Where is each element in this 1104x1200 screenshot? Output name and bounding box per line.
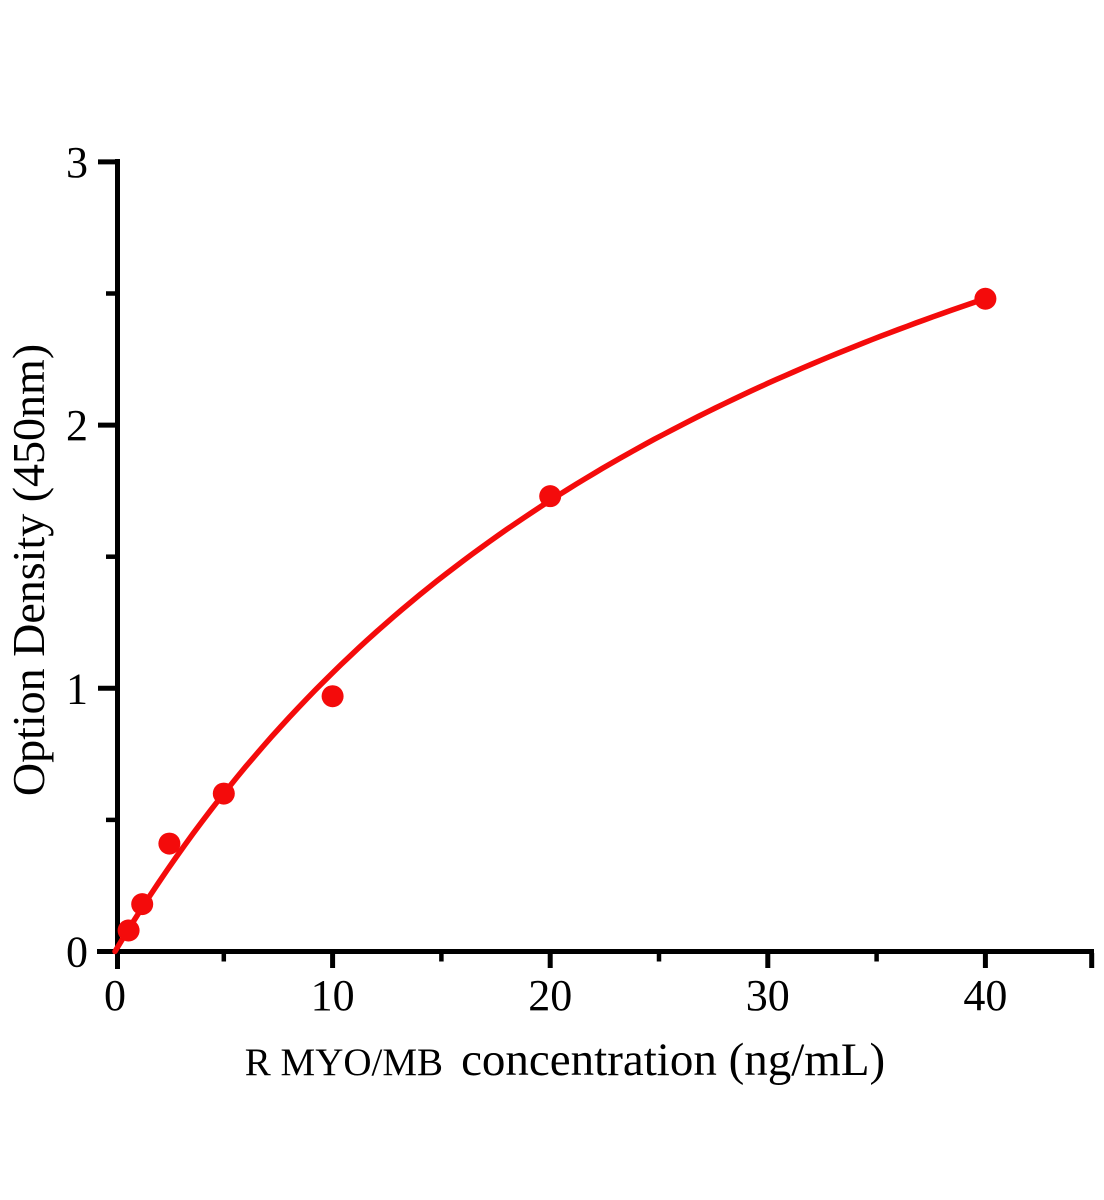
data-point <box>974 287 997 310</box>
data-point <box>158 832 181 855</box>
x-axis-title-main: concentration (ng/mL) <box>461 1034 885 1086</box>
x-tick-label: 30 <box>746 971 790 1020</box>
y-tick-label: 1 <box>66 664 88 713</box>
x-tick-label: 20 <box>528 971 572 1020</box>
y-tick-label: 3 <box>66 138 88 187</box>
axes <box>97 159 1094 969</box>
y-tick-label: 2 <box>66 401 88 450</box>
y-axis-title: Option Density (450nm) <box>3 344 54 796</box>
x-axis-title: R MYO/MB concentration (ng/mL) <box>245 1034 885 1086</box>
data-point <box>212 782 235 805</box>
x-tick-label: 40 <box>963 971 1007 1020</box>
data-point <box>117 919 140 942</box>
axis-tick-labels: 0 10 20 30 40 0 1 2 3 <box>66 138 1007 1020</box>
axis-ticks <box>98 159 1095 968</box>
x-tick-label: 0 <box>104 971 126 1020</box>
data-points <box>117 287 997 942</box>
y-tick-label: 0 <box>66 928 88 977</box>
data-point <box>321 685 344 708</box>
data-point <box>539 485 562 508</box>
fit-curve-line <box>112 295 989 955</box>
x-axis-title-prefix: R MYO/MB <box>245 1041 443 1084</box>
data-point <box>131 893 154 916</box>
x-tick-label: 10 <box>311 971 355 1020</box>
